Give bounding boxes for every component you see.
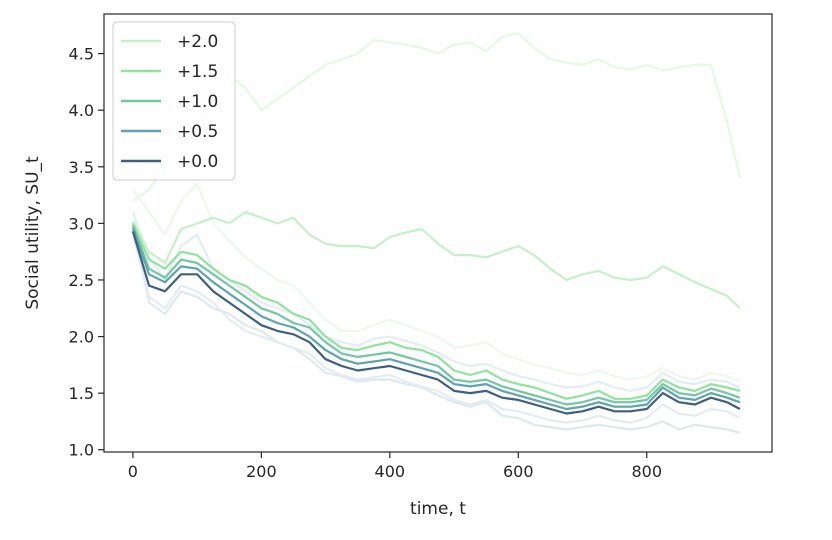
faint-line-2	[131, 211, 741, 392]
series-line-4	[131, 230, 741, 415]
legend: +2.0 +1.5 +1.0 +0.5 +0.0	[112, 21, 236, 181]
y-tick-label: 2.5	[69, 271, 94, 290]
series-line-0	[131, 211, 741, 310]
y-tick-label: 4.0	[69, 101, 94, 120]
x-tick-label: 0	[128, 462, 138, 481]
y-tick-label: 4.5	[69, 45, 94, 64]
legend-label: +1.5	[177, 62, 218, 82]
legend-items: +2.0 +1.5 +1.0 +0.5 +0.0	[121, 32, 218, 172]
x-axis-label: time, t	[410, 499, 466, 519]
y-axis-ticks: 1.0 1.5 2.0 2.5 3.0 3.5 4.0 4.5	[69, 45, 104, 460]
x-axis-ticks: 0 200 400 600 800	[128, 452, 662, 481]
y-tick-label: 3.0	[69, 214, 94, 233]
legend-label: +0.5	[177, 122, 218, 142]
x-tick-label: 600	[503, 462, 534, 481]
faint-lines	[131, 32, 741, 434]
legend-box	[112, 21, 236, 181]
series-lines	[131, 211, 741, 415]
x-tick-label: 200	[246, 462, 277, 481]
x-tick-label: 800	[631, 462, 662, 481]
series-line-2	[131, 225, 741, 406]
plot-frame	[103, 13, 773, 453]
y-tick-label: 1.5	[69, 384, 94, 403]
series-line-1	[131, 222, 741, 400]
series-line-3	[131, 227, 741, 411]
x-tick-label: 400	[375, 462, 406, 481]
legend-label: +2.0	[177, 32, 218, 52]
y-tick-label: 3.5	[69, 158, 94, 177]
faint-line-3	[132, 182, 741, 383]
y-tick-label: 2.0	[69, 328, 94, 347]
legend-label: +1.0	[177, 92, 218, 112]
y-tick-label: 1.0	[69, 441, 94, 460]
legend-label: +0.0	[177, 152, 218, 172]
y-axis-label: Social utility, SU_t	[23, 156, 43, 310]
faint-line-1	[131, 223, 741, 434]
faint-line-4	[131, 234, 741, 424]
